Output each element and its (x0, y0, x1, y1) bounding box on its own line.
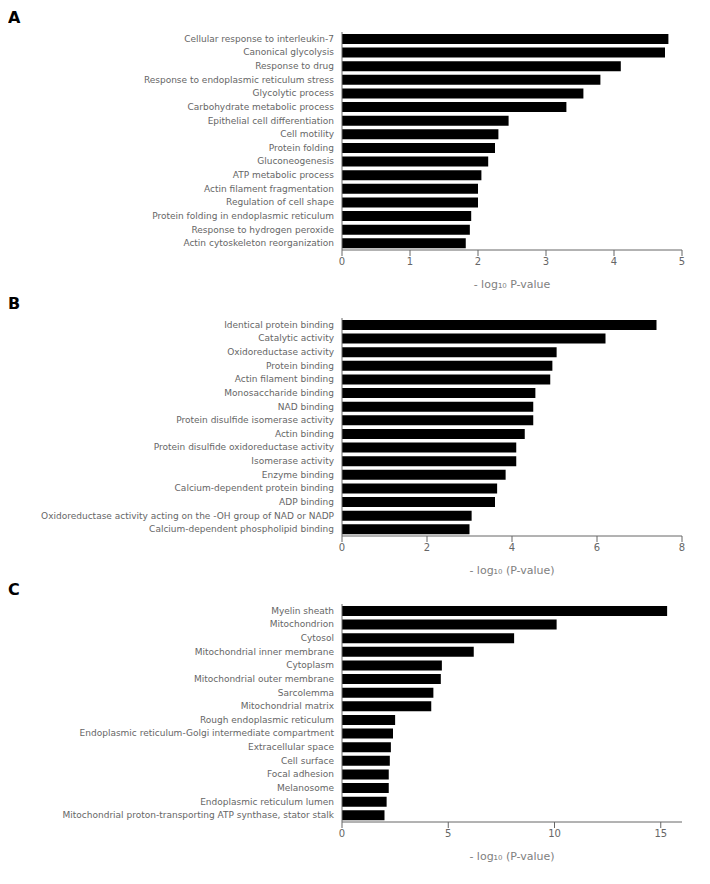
svg-text:Actin cytoskeleton reorganizat: Actin cytoskeleton reorganization (183, 238, 334, 248)
svg-text:Response to endoplasmic reticu: Response to endoplasmic reticulum stress (144, 75, 334, 85)
svg-text:0: 0 (339, 256, 345, 267)
svg-text:Endoplasmic reticulum lumen: Endoplasmic reticulum lumen (200, 797, 334, 807)
svg-text:Cytosol: Cytosol (301, 633, 334, 643)
svg-text:Cellular response to interleuk: Cellular response to interleukin-7 (184, 34, 334, 44)
svg-text:- log₁₀ P-value: - log₁₀ P-value (474, 278, 551, 291)
svg-text:4: 4 (611, 256, 617, 267)
html-text:A: A (8, 8, 21, 27)
svg-text:Mitochondrial proton-transport: Mitochondrial proton-transporting ATP sy… (63, 810, 335, 820)
svg-text:Gluconeogenesis: Gluconeogenesis (257, 156, 334, 166)
svg-text:Regulation of cell shape: Regulation of cell shape (226, 197, 334, 207)
svg-text:Rough endoplasmic reticulum: Rough endoplasmic reticulum (200, 715, 334, 725)
svg-text:Protein disulfide oxidoreducta: Protein disulfide oxidoreductase activit… (154, 442, 335, 452)
svg-text:Actin binding: Actin binding (275, 429, 334, 439)
svg-text:NAD binding: NAD binding (278, 402, 334, 412)
svg-text:ATP metabolic process: ATP metabolic process (233, 170, 335, 180)
svg-text:Myelin sheath: Myelin sheath (271, 606, 334, 616)
svg-text:Protein disulfide isomerase ac: Protein disulfide isomerase activity (176, 415, 334, 425)
svg-text:4: 4 (509, 542, 515, 553)
svg-text:ADP binding: ADP binding (279, 497, 334, 507)
svg-text:8: 8 (679, 542, 685, 553)
svg-text:Cell surface: Cell surface (281, 756, 334, 766)
svg-text:Carbohydrate metabolic process: Carbohydrate metabolic process (187, 102, 334, 112)
html-text:C: C (8, 580, 20, 599)
svg-text:0: 0 (339, 542, 345, 553)
svg-text:Glycolytic process: Glycolytic process (252, 88, 334, 98)
svg-text:Sarcolemma: Sarcolemma (278, 688, 334, 698)
svg-text:10: 10 (548, 828, 561, 839)
svg-text:Melanosome: Melanosome (277, 783, 334, 793)
svg-text:5: 5 (445, 828, 451, 839)
svg-text:Protein folding: Protein folding (269, 143, 334, 153)
svg-text:2: 2 (475, 256, 481, 267)
svg-text:0: 0 (339, 828, 345, 839)
svg-text:- log₁₀ (P-value): - log₁₀ (P-value) (469, 850, 554, 863)
svg-text:3: 3 (543, 256, 549, 267)
svg-text:2: 2 (424, 542, 430, 553)
svg-text:Catalytic activity: Catalytic activity (258, 333, 334, 343)
svg-text:Calcium-dependent protein bind: Calcium-dependent protein binding (175, 483, 334, 493)
svg-text:- log₁₀ (P-value): - log₁₀ (P-value) (469, 564, 554, 577)
svg-text:Focal adhesion: Focal adhesion (267, 769, 334, 779)
svg-text:Oxidoreductase activity: Oxidoreductase activity (227, 347, 335, 357)
html-text:B: B (8, 294, 21, 313)
svg-text:6: 6 (594, 542, 600, 553)
svg-text:Calcium-dependent phospholipid: Calcium-dependent phospholipid binding (149, 524, 334, 534)
svg-text:Canonical glycolysis: Canonical glycolysis (243, 47, 334, 57)
svg-text:Epithelial cell differentiatio: Epithelial cell differentiation (208, 116, 334, 126)
svg-text:5: 5 (679, 256, 685, 267)
svg-text:Endoplasmic reticulum-Golgi in: Endoplasmic reticulum-Golgi intermediate… (80, 728, 335, 738)
svg-text:Actin filament fragmentation: Actin filament fragmentation (204, 184, 334, 194)
svg-text:Enzyme binding: Enzyme binding (262, 470, 334, 480)
svg-text:Mitochondrial inner membrane: Mitochondrial inner membrane (195, 647, 335, 657)
svg-text:Identical protein binding: Identical protein binding (224, 320, 334, 330)
svg-text:Response to hydrogen peroxide: Response to hydrogen peroxide (191, 225, 334, 235)
svg-text:Oxidoreductase activity acting: Oxidoreductase activity acting on the -O… (41, 511, 334, 521)
svg-text:Isomerase activity: Isomerase activity (251, 456, 334, 466)
svg-text:Mitochondrial matrix: Mitochondrial matrix (241, 701, 335, 711)
svg-text:1: 1 (407, 256, 413, 267)
svg-text:Protein binding: Protein binding (266, 361, 334, 371)
svg-text:Actin filament binding: Actin filament binding (235, 374, 334, 384)
svg-text:Extracellular space: Extracellular space (248, 742, 334, 752)
svg-text:Mitochondrial outer membrane: Mitochondrial outer membrane (194, 674, 334, 684)
svg-text:15: 15 (654, 828, 667, 839)
svg-text:Cell motility: Cell motility (280, 129, 335, 139)
svg-text:Mitochondrion: Mitochondrion (270, 619, 334, 629)
svg-text:Monosaccharide binding: Monosaccharide binding (224, 388, 334, 398)
svg-text:Cytoplasm: Cytoplasm (286, 660, 334, 670)
svg-text:Protein folding in endoplasmic: Protein folding in endoplasmic reticulum (152, 211, 334, 221)
svg-text:Response to drug: Response to drug (255, 61, 334, 71)
